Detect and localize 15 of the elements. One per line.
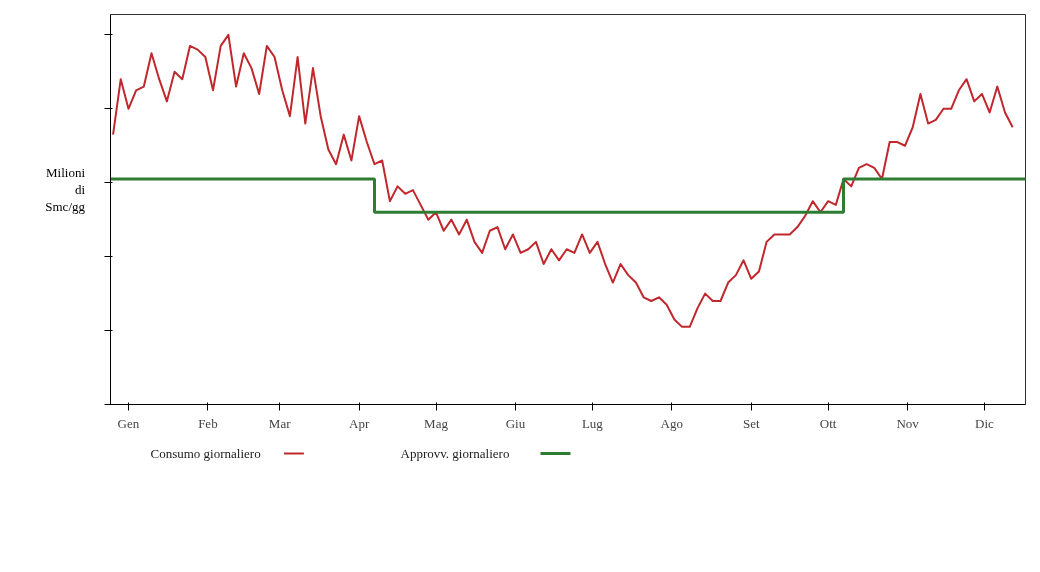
x-tick-label: Giu [505,415,526,431]
legend-label: Consumo giornaliero [150,446,261,461]
legend-label: Approvv. giornaliero [400,446,510,461]
x-tick-label: Feb [198,415,218,431]
x-tick-label: Mar [268,415,292,431]
x-tick-label: Ago [660,415,683,431]
x-tick-label: Mag [424,415,449,431]
x-tick-label: Lug [581,415,604,431]
y-axis-title: Milioni di Smc/gg [45,165,85,216]
x-tick-label: Ott [819,415,837,431]
x-tick-label: Set [742,415,760,431]
x-tick-label: Gen [117,415,140,431]
x-tick-label: Nov [896,415,920,431]
x-tick-label: Dic [975,415,995,431]
x-tick-label: Apr [349,415,370,431]
